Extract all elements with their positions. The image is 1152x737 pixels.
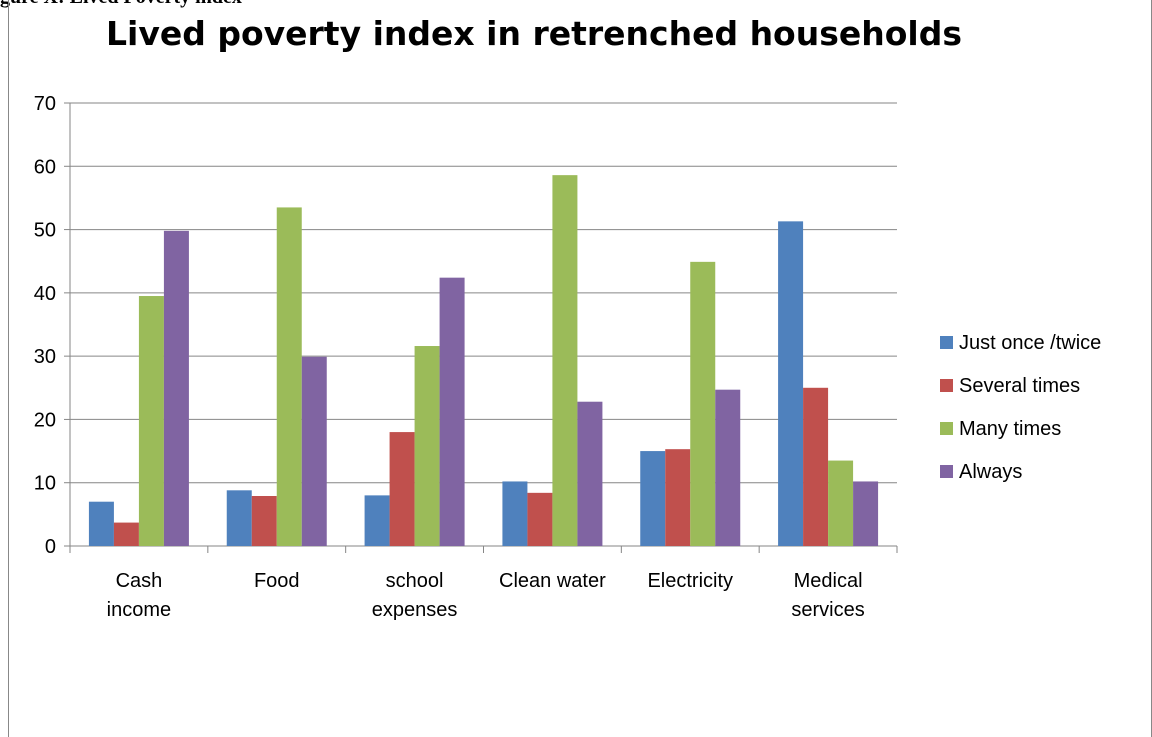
- legend-swatch: [940, 422, 953, 435]
- bar-always: [577, 401, 603, 546]
- bars: [88, 175, 879, 546]
- y-tick-label: 40: [34, 283, 56, 305]
- y-tick-label: 50: [34, 220, 56, 242]
- legend: Just once /twice Several times Many times A…: [940, 332, 1101, 483]
- category-label: Medical: [794, 570, 863, 592]
- y-tick-label: 70: [34, 93, 56, 115]
- bar-just-once-twice: [364, 495, 390, 546]
- bar-many-times: [414, 346, 440, 546]
- bar-several-times: [665, 449, 691, 546]
- bar-always: [439, 277, 465, 546]
- bar-many-times: [276, 207, 302, 546]
- category-label: income: [107, 599, 171, 621]
- category-labels: Cash income Food school expenses Clean water E…: [107, 570, 865, 621]
- legend-swatch: [940, 465, 953, 478]
- y-tick-labels: 0 10 20 30 40 50 60 70: [34, 93, 56, 558]
- category-label: school: [386, 570, 444, 592]
- y-tick-label: 10: [34, 473, 56, 495]
- bar-many-times: [690, 261, 716, 546]
- bar-many-times: [138, 296, 164, 546]
- y-tick-label: 20: [34, 409, 56, 431]
- legend-swatch: [940, 379, 953, 392]
- legend-swatch: [940, 336, 953, 349]
- category-label: Food: [254, 570, 300, 592]
- bar-just-once-twice: [502, 481, 528, 546]
- bar-just-once-twice: [226, 490, 252, 546]
- bar-always: [301, 356, 327, 546]
- bar-just-once-twice: [88, 501, 114, 546]
- bar-just-once-twice: [778, 221, 804, 546]
- bar-always: [853, 481, 879, 546]
- bar-several-times: [803, 387, 829, 546]
- bar-always: [163, 230, 189, 546]
- y-tick-label: 30: [34, 346, 56, 368]
- category-label: expenses: [372, 599, 458, 621]
- bar-just-once-twice: [640, 451, 666, 546]
- page-header-fragment: gure X: Lived Poverty index: [0, 0, 242, 8]
- gridlines: [70, 102, 897, 484]
- category-label: Clean water: [499, 570, 606, 592]
- legend-label: Always: [959, 461, 1022, 483]
- legend-label: Several times: [959, 375, 1080, 397]
- y-tick-label: 60: [34, 156, 56, 178]
- bar-several-times: [527, 492, 553, 546]
- axes: [64, 102, 898, 553]
- chart-frame: Lived poverty index in retrenched househ…: [8, 0, 1152, 737]
- bar-many-times: [828, 460, 854, 546]
- bar-many-times: [552, 175, 578, 546]
- bar-several-times: [389, 432, 415, 546]
- category-label: services: [791, 599, 864, 621]
- chart-title: Lived poverty index in retrenched househ…: [105, 14, 962, 53]
- bar-always: [715, 389, 741, 546]
- category-label: Electricity: [647, 570, 733, 592]
- legend-label: Just once /twice: [959, 332, 1101, 354]
- bar-several-times: [113, 522, 139, 546]
- y-tick-label: 0: [45, 536, 56, 558]
- category-label: Cash: [116, 570, 163, 592]
- legend-label: Many times: [959, 418, 1061, 440]
- bar-several-times: [251, 496, 277, 546]
